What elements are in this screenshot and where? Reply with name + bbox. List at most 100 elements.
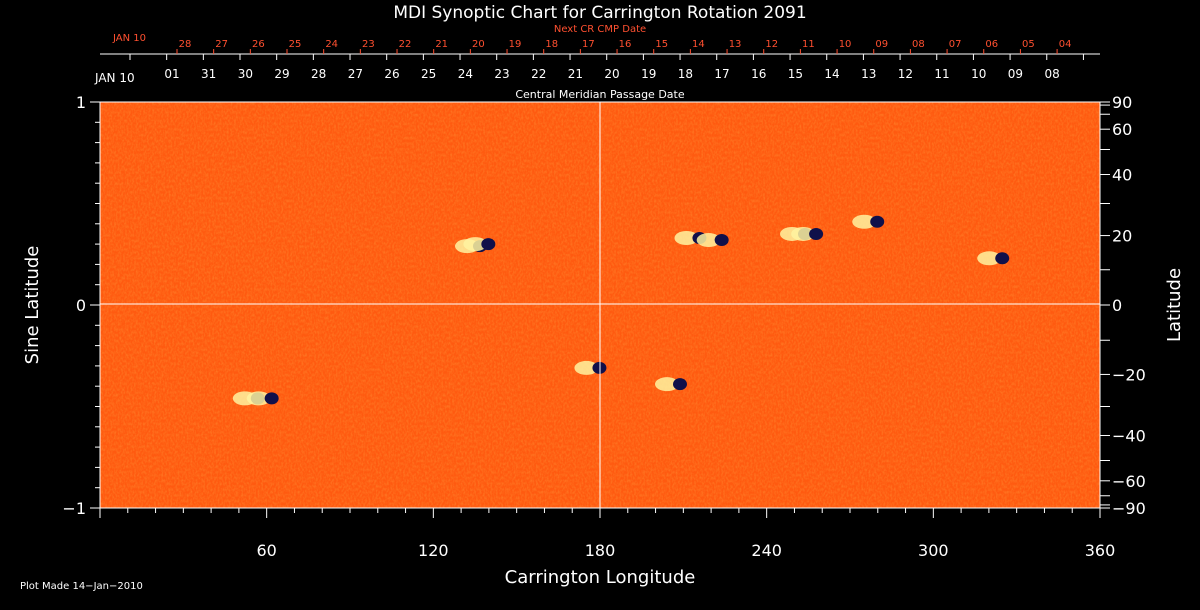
cmp-day-label: 25	[421, 67, 436, 81]
active-region-positive	[696, 233, 721, 248]
cmp-day-label: 28	[311, 67, 326, 81]
active-region-negative	[592, 361, 607, 374]
next-cr-day-label: 27	[215, 39, 228, 50]
next-cr-axis: Next CR CMP Date JAN 10 28 27 26 25 24 23 22 21…	[100, 24, 1100, 55]
y-left-tick-label: 1	[76, 93, 86, 112]
cmp-axis: JAN 10 01 31 30 29 28 27 26 25 24 23 22 21 20 19 18 17 1…	[94, 54, 1084, 101]
cmp-day-label: 31	[201, 67, 216, 81]
cmp-day-label: 16	[751, 67, 766, 81]
y-right-tick-label: 60	[1112, 120, 1132, 139]
active-regions	[232, 214, 1010, 406]
x-tick-label: 60	[256, 541, 276, 560]
cmp-day-label: 30	[238, 67, 253, 81]
y-right-tick-label: −20	[1112, 365, 1146, 384]
next-cr-day-label: 26	[252, 39, 265, 50]
active-region-positive	[674, 231, 699, 246]
x-tick-label: 120	[418, 541, 449, 560]
x-tick-label: 360	[1085, 541, 1116, 560]
cmp-day-label: 26	[384, 67, 399, 81]
y-axis-left: 1 0 −1	[62, 93, 100, 518]
active-region-negative	[673, 378, 687, 391]
active-region-negative	[870, 215, 885, 228]
cmp-day-label: 22	[531, 67, 546, 81]
chart-title: MDI Synoptic Chart for Carrington Rotati…	[393, 3, 806, 23]
next-cr-day-label: 28	[179, 39, 192, 50]
cmp-day-label: 13	[861, 67, 876, 81]
next-cr-day-label: 13	[729, 39, 742, 50]
cmp-day-label: 27	[348, 67, 363, 81]
y-axis-right-label: Latitude	[1164, 268, 1185, 342]
y-right-tick-label: 90	[1112, 93, 1132, 112]
y-axis-left-label: Sine Latitude	[22, 246, 43, 365]
next-cr-day-label: 14	[692, 39, 705, 50]
cmp-day-label: 15	[788, 67, 803, 81]
x-axis: 60 120 180 240 300 360	[99, 508, 1116, 560]
next-cr-day-label: 24	[325, 39, 338, 50]
active-region-negative	[995, 252, 1010, 265]
active-region-positive	[246, 391, 271, 406]
cmp-ticks: 01 31 30 29 28 27 26 25 24 23 22 21 20 19 18 17 16 15 14 13…	[129, 54, 1084, 81]
x-tick-label: 300	[918, 541, 949, 560]
next-cr-day-label: 06	[985, 39, 998, 50]
next-cr-axis-label: Next CR CMP Date	[554, 24, 646, 35]
plot-made-footer: Plot Made 14−Jan−2010	[20, 581, 143, 592]
y-right-tick-label: −40	[1112, 426, 1146, 445]
next-cr-day-label: 18	[545, 39, 558, 50]
x-axis-label: Carrington Longitude	[505, 567, 696, 588]
active-region-negative	[481, 238, 496, 251]
cmp-day-label: 23	[494, 67, 509, 81]
cmp-day-label: 18	[678, 67, 693, 81]
cmp-day-label: 10	[971, 67, 986, 81]
y-left-tick-label: 0	[76, 296, 86, 315]
next-cr-day-label: 23	[362, 39, 375, 50]
cmp-day-label: 20	[604, 67, 619, 81]
active-region-positive	[574, 360, 599, 375]
cmp-day-label: 29	[274, 67, 289, 81]
next-cr-day-label: 21	[435, 39, 448, 50]
cmp-day-label: 01	[164, 67, 179, 81]
next-cr-day-label: 05	[1022, 39, 1035, 50]
next-cr-day-label: 20	[472, 39, 485, 50]
next-cr-day-label: 09	[875, 39, 888, 50]
cmp-day-label: 24	[458, 67, 473, 81]
plot-area	[99, 101, 1101, 509]
active-region-negative	[714, 234, 729, 247]
next-cr-day-label: 15	[655, 39, 668, 50]
next-cr-day-label: 07	[949, 39, 962, 50]
active-region-positive	[852, 214, 877, 229]
cmp-day-label: 09	[1008, 67, 1023, 81]
next-cr-ticks: 28 27 26 25 24 23 22 21 20 19 18 17 16 15 14 13 12 11 10 09…	[176, 39, 1071, 54]
active-region-negative	[809, 227, 824, 240]
y-right-tick-label: −60	[1112, 472, 1146, 491]
next-cr-start-label: JAN 10	[112, 33, 146, 44]
next-cr-day-label: 11	[802, 39, 815, 50]
active-region-positive	[977, 251, 1002, 266]
cmp-day-label: 19	[641, 67, 656, 81]
x-tick-label: 240	[751, 541, 782, 560]
next-cr-day-label: 25	[289, 39, 302, 50]
next-cr-day-label: 19	[509, 39, 522, 50]
next-cr-day-label: 17	[582, 39, 595, 50]
y-right-tick-label: 40	[1112, 166, 1132, 185]
active-region-positive	[655, 377, 679, 392]
cmp-day-label: 21	[568, 67, 583, 81]
active-region-positive	[463, 237, 488, 252]
cmp-axis-label: Central Meridian Passage Date	[515, 88, 684, 101]
cmp-day-label: 12	[898, 67, 913, 81]
active-region-negative	[264, 392, 279, 405]
active-region-positive	[791, 226, 816, 241]
cmp-day-label: 17	[714, 67, 729, 81]
y-right-tick-label: −90	[1112, 499, 1146, 518]
next-cr-day-label: 08	[912, 39, 925, 50]
cmp-start-label: JAN 10	[94, 71, 135, 85]
cmp-day-label: 08	[1044, 67, 1059, 81]
x-tick-label: 180	[585, 541, 616, 560]
y-right-tick-label: 0	[1112, 296, 1122, 315]
y-right-tick-label: 20	[1112, 227, 1132, 246]
next-cr-day-label: 12	[765, 39, 778, 50]
next-cr-day-label: 10	[839, 39, 852, 50]
next-cr-day-label: 16	[619, 39, 632, 50]
next-cr-day-label: 22	[399, 39, 412, 50]
y-left-tick-label: −1	[62, 499, 86, 518]
